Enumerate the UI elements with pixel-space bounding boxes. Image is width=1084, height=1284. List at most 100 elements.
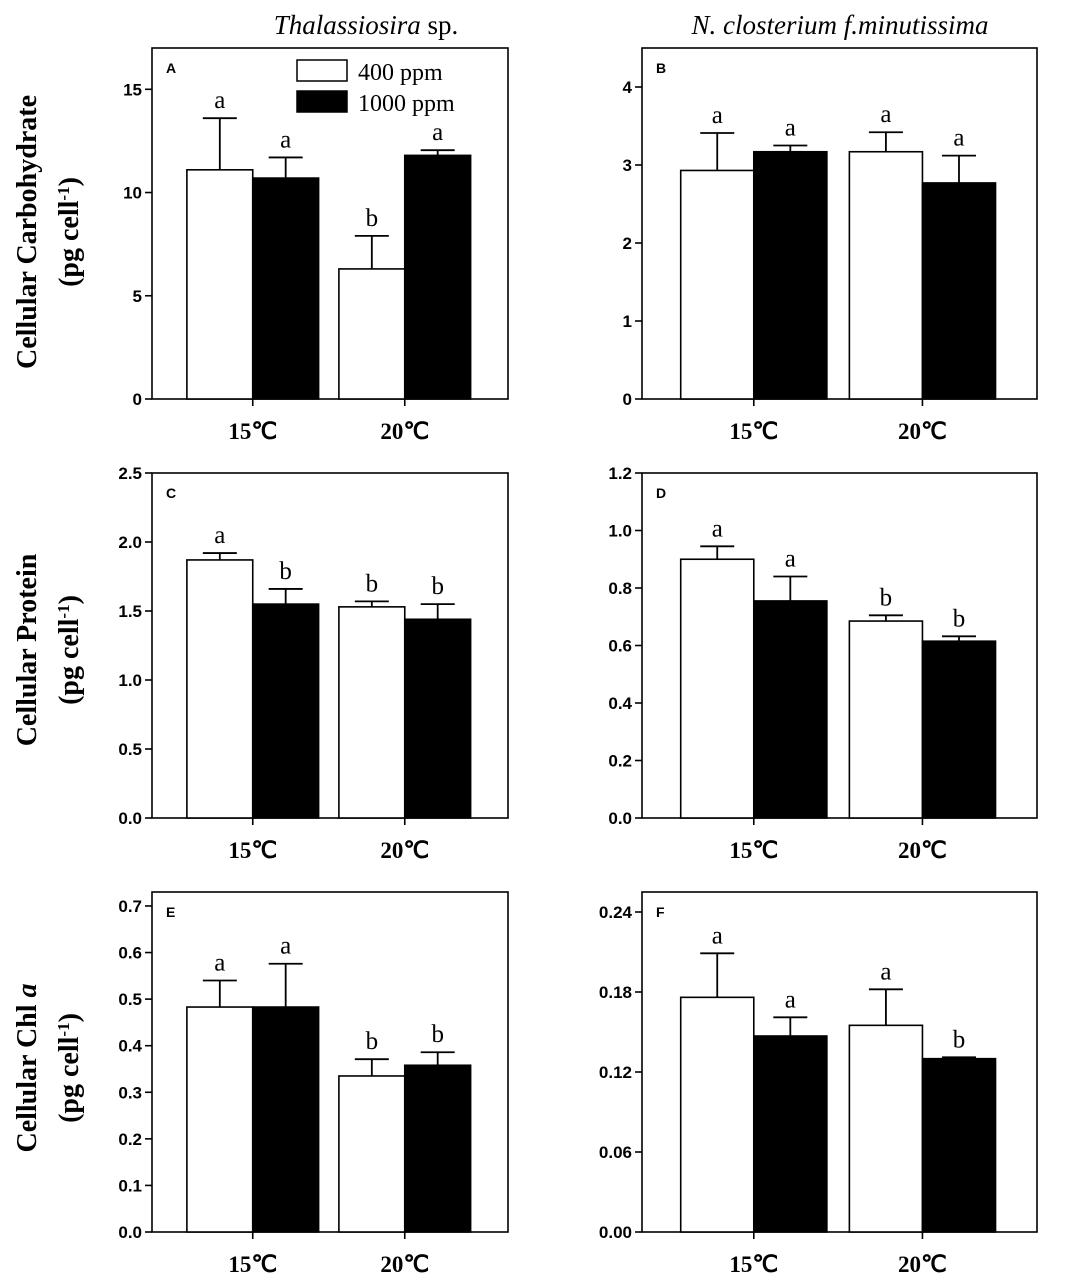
panel-d-ytick-label: 1.0: [608, 522, 632, 541]
panel-b-category-label: 20℃: [898, 419, 947, 444]
panel-e-sig-label-400ppm: b: [366, 1028, 379, 1055]
panel-e-sig-label-1000ppm: a: [280, 933, 291, 960]
panel-e-ytick-label: 0.5: [118, 990, 142, 1009]
panel-e-ytick-label: 0.0: [118, 1223, 142, 1242]
panel-e-ytick-label: 0.3: [118, 1083, 142, 1102]
panel-a-sig-label-1000ppm: a: [280, 126, 291, 153]
panel-e-category-label: 15℃: [228, 1252, 277, 1277]
legend-swatch-1000ppm: [296, 90, 348, 113]
panel-d-bar-1000ppm: [752, 600, 828, 819]
panel-a-frame: [151, 47, 509, 400]
panel-d-bar-400ppm: [848, 620, 924, 819]
panel-d-bar-400ppm: [679, 558, 755, 819]
panel-a-category-label: 15℃: [228, 419, 277, 444]
svg-text:(pg cell-1): (pg cell-1): [54, 1013, 86, 1123]
panel-f-bar-1000ppm: [921, 1057, 997, 1233]
panel-b-bar-1000ppm: [921, 182, 997, 400]
panel-f-ytick-label: 0.24: [599, 903, 633, 922]
panel-c-sig-label-400ppm: b: [366, 570, 379, 597]
panel-c-ytick-label: 0.0: [118, 809, 142, 828]
panel-c-ytick-label: 2.0: [118, 533, 142, 552]
panel-d-ytick-label: 0.6: [608, 637, 632, 656]
panel-f-sig-label-1000ppm: b: [953, 1026, 966, 1053]
panel-d-sig-label-1000ppm: a: [785, 546, 796, 573]
panel-e-bar-1000ppm: [251, 1006, 320, 1233]
panel-e-bar-400ppm: [338, 1075, 406, 1233]
panel-f-ytick-label: 0.00: [599, 1223, 632, 1242]
panel-d-ytick-label: 0.0: [608, 809, 632, 828]
panel-b-ytick-label: 0: [623, 390, 632, 409]
panel-f-category-label: 20℃: [898, 1252, 947, 1277]
panel-c-sig-label-1000ppm: b: [279, 558, 292, 585]
panel-e-ytick-label: 0.2: [118, 1130, 142, 1149]
panel-c-bar-400ppm: [186, 559, 254, 819]
panel-f-bar-400ppm: [848, 1024, 924, 1233]
panel-b-ytick-label: 1: [623, 312, 632, 331]
panel-b-ytick-label: 3: [623, 156, 632, 175]
panel-b-bar-1000ppm: [752, 150, 828, 400]
column-title-n-closterium: N. closterium f.minutissima: [690, 10, 988, 40]
panel-d: D 0.0 0.2 0.4 0.6 0.8 1.0 1.2 15℃ 20℃ a a b b: [608, 464, 1038, 863]
row-label-protein: Cellular Protein (pg cell-1): [12, 553, 85, 746]
legend-label-1000ppm: 1000 ppm: [358, 91, 455, 117]
panel-a-bar-1000ppm: [251, 177, 320, 400]
panel-d-ytick-label: 0.2: [608, 752, 632, 771]
panel-e-category-label: 20℃: [380, 1252, 429, 1277]
panel-f-sig-label-400ppm: a: [880, 958, 891, 985]
panel-a: A 0 5 10 15 15℃ 20℃ a a b a: [123, 47, 509, 444]
panel-d-bar-1000ppm: [921, 640, 997, 819]
row-label-chl-a: Cellular Chl a (pg cell-1): [12, 983, 85, 1152]
legend-swatch-400ppm: [296, 59, 348, 82]
panel-e-bar-1000ppm: [403, 1064, 472, 1233]
panel-a-sig-label-400ppm: a: [214, 87, 225, 114]
legend-label-400ppm: 400 ppm: [358, 60, 443, 86]
row-label-carbohydrate: Cellular Carbohydrate (pg cell-1): [12, 95, 85, 369]
panel-b-sig-label-400ppm: a: [880, 101, 891, 128]
panel-e-ytick-label: 0.1: [118, 1176, 142, 1195]
panel-b-bar-400ppm: [848, 150, 924, 400]
panel-e-ytick-label: 0.7: [118, 897, 142, 916]
panel-b-sig-label-400ppm: a: [712, 102, 723, 129]
panel-a-ytick-label: 10: [123, 184, 142, 203]
panel-a-sig-label-400ppm: b: [366, 205, 379, 232]
panel-d-ytick-label: 0.4: [608, 694, 632, 713]
panel-a-bar-400ppm: [186, 169, 254, 400]
svg-text:Cellular Protein: Cellular Protein: [12, 553, 43, 746]
panel-c: C 0.0 0.5 1.0 1.5 2.0 2.5 15℃ 20℃ a b b b: [118, 464, 509, 863]
panel-e-bar-400ppm: [186, 1006, 254, 1233]
panel-f-frame: [641, 891, 1038, 1233]
panel-f-ytick-label: 0.06: [599, 1143, 632, 1162]
panel-e-letter: E: [166, 904, 175, 920]
panel-e-ytick-label: 0.4: [118, 1037, 142, 1056]
panel-c-category-label: 15℃: [228, 838, 277, 863]
panel-c-frame: [151, 472, 509, 819]
panel-c-sig-label-400ppm: a: [214, 522, 225, 549]
panel-c-ytick-label: 2.5: [118, 464, 142, 483]
panel-e-frame: [151, 891, 509, 1233]
panel-d-category-label: 15℃: [729, 838, 778, 863]
panel-c-ytick-label: 1.5: [118, 602, 142, 621]
panel-f-letter: F: [656, 904, 665, 920]
panel-f-ytick-label: 0.18: [599, 983, 632, 1002]
svg-text:(pg cell-1): (pg cell-1): [54, 177, 86, 287]
panel-e: E 0.0 0.1 0.2 0.3 0.4 0.5 0.6 0.7 15℃ 20℃ a a b b: [118, 891, 509, 1277]
panel-c-bar-400ppm: [338, 606, 406, 819]
panel-c-bar-1000ppm: [251, 603, 320, 819]
panel-d-sig-label-1000ppm: b: [953, 605, 966, 632]
panel-a-bar-1000ppm: [403, 154, 472, 400]
panel-f-bar-400ppm: [679, 996, 755, 1233]
panel-c-letter: C: [166, 485, 176, 501]
panel-f-category-label: 15℃: [729, 1252, 778, 1277]
svg-text:Cellular Chl a: Cellular Chl a: [12, 983, 43, 1152]
panel-f-bar-1000ppm: [752, 1035, 828, 1233]
panel-d-letter: D: [656, 485, 666, 501]
chart-panels: A 0 5 10 15 15℃ 20℃ a a b a B 0 1 2 3 4 15℃ 20℃ a a a a C 0.0 0.5…: [118, 47, 1038, 1277]
panel-b-frame: [641, 47, 1038, 400]
panel-a-ytick-label: 15: [123, 80, 142, 99]
column-title-thalassiosira: Thalassiosira sp.: [274, 10, 459, 40]
panel-a-category-label: 20℃: [380, 419, 429, 444]
panel-b-sig-label-1000ppm: a: [785, 115, 796, 142]
panel-d-category-label: 20℃: [898, 838, 947, 863]
panel-c-ytick-label: 0.5: [118, 740, 142, 759]
